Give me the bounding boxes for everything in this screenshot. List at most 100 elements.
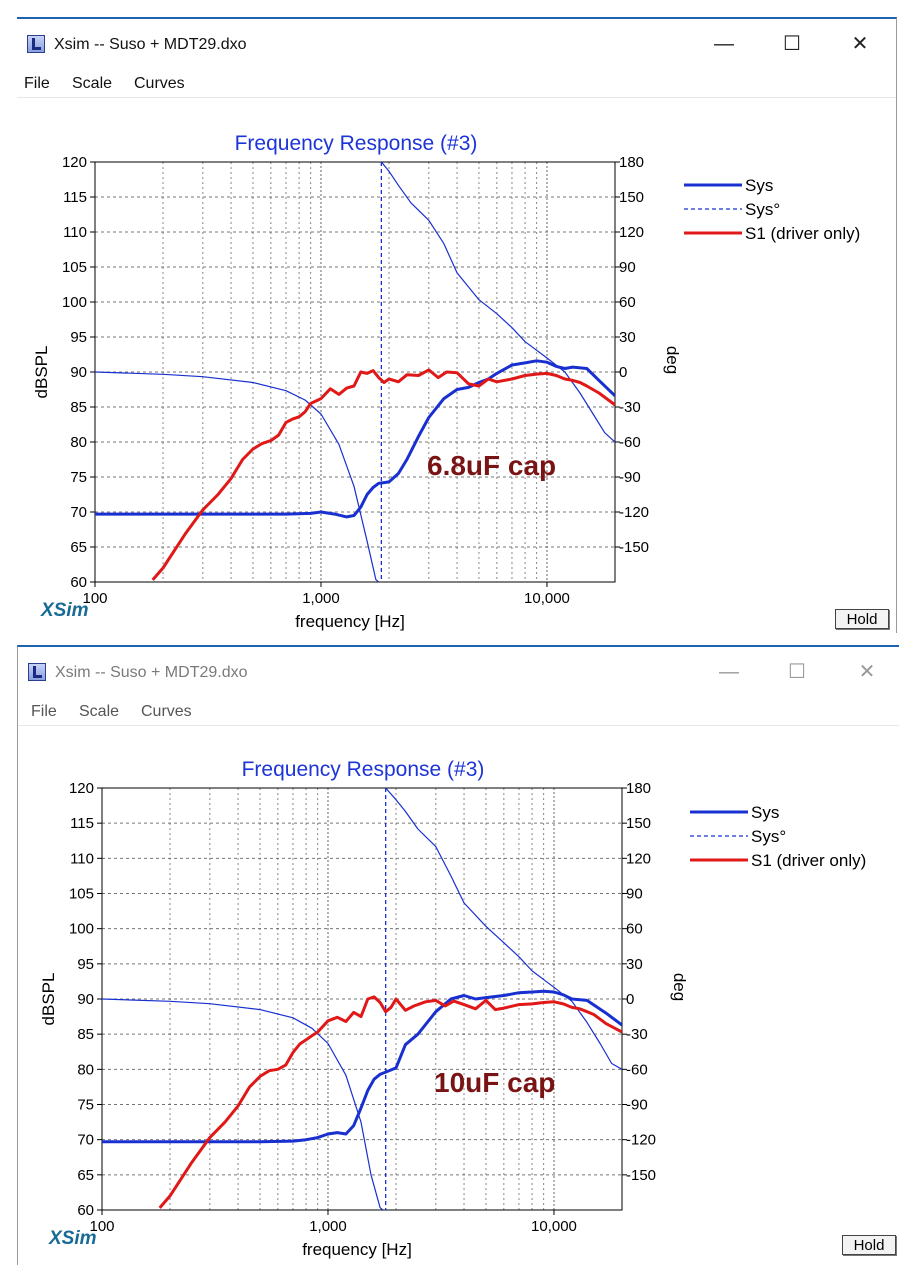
- y-tick-label: 110: [70, 850, 94, 867]
- y2-axis-label: deg: [670, 973, 689, 1001]
- y-tick-label: 100: [69, 921, 94, 938]
- y2-tick-label: 90: [626, 886, 643, 903]
- y2-tick-label: -30: [619, 399, 641, 416]
- series-line-s1: [158, 995, 622, 1209]
- y2-tick-label: 30: [619, 329, 636, 346]
- legend-label: S1 (driver only): [751, 851, 866, 870]
- legend-label: Sys: [745, 176, 773, 195]
- y-tick-label: 95: [77, 956, 94, 973]
- xsim-window-top: Xsim -- Suso + MDT29.dxo — ☐ ✕ File Scal…: [17, 17, 897, 633]
- legend-label: S1 (driver only): [745, 224, 860, 243]
- title-bar[interactable]: Xsim -- Suso + MDT29.dxo — ☐ ✕: [17, 19, 896, 69]
- y2-tick-label: 0: [619, 364, 627, 381]
- xsim-logo: XSim: [41, 600, 89, 621]
- series-line-sys: [95, 359, 615, 519]
- y2-tick-label: -60: [626, 1061, 648, 1078]
- series-layer: [102, 788, 622, 1210]
- series-line-sys-phase: [380, 162, 615, 443]
- y2-tick-label: 120: [619, 224, 644, 241]
- x-axis-label: frequency [Hz]: [302, 1240, 412, 1259]
- window-title: Xsim -- Suso + MDT29.dxo: [54, 36, 247, 53]
- y2-tick-label: 90: [619, 259, 636, 276]
- series-line-sys-phase: [95, 371, 380, 582]
- legend: Sys Sys° S1 (driver only): [684, 176, 860, 243]
- y-tick-label: 80: [70, 434, 87, 451]
- y2-axis-label: deg: [663, 346, 682, 374]
- maximize-icon[interactable]: ☐: [783, 33, 801, 55]
- y2-tick-label: 0: [626, 991, 634, 1008]
- y2-tick-label: -60: [619, 434, 641, 451]
- y-tick-label: 65: [70, 539, 87, 556]
- x-tick-label: 1,000: [309, 1218, 347, 1235]
- legend-label: Sys: [751, 803, 779, 822]
- y-tick-label: 115: [70, 815, 94, 832]
- title-bar[interactable]: Xsim -- Suso + MDT29.dxo — ☐ ✕: [18, 647, 899, 697]
- cap-annotation: 6.8uF cap: [427, 450, 556, 481]
- legend-label: Sys°: [745, 200, 780, 219]
- y-tick-label: 85: [70, 399, 87, 416]
- x-tick-label: 10,000: [524, 590, 570, 607]
- y-tick-label: 90: [70, 364, 87, 381]
- frequency-response-graph[interactable]: Frequency Response (#3) 60 65 70 75 80 85 90 95 1…: [18, 727, 898, 1267]
- y2-tick-label: -150: [619, 539, 649, 556]
- y2-tick-label: 60: [619, 294, 636, 311]
- minimize-icon[interactable]: —: [719, 661, 739, 683]
- menu-bar: File Scale Curves: [17, 71, 896, 98]
- y-tick-label: 100: [62, 294, 87, 311]
- graph-area: Frequency Response (#3) 60 65 70 75 80 85 90 95 1…: [17, 99, 896, 633]
- xsim-app-icon[interactable]: [27, 35, 45, 53]
- y-axis-label: dBSPL: [39, 973, 58, 1026]
- minimize-icon[interactable]: —: [714, 33, 734, 55]
- menu-file[interactable]: File: [31, 703, 57, 720]
- xsim-window-bottom: Xsim -- Suso + MDT29.dxo — ☐ ✕ File Scal…: [17, 645, 899, 1265]
- chart-title: Frequency Response (#3): [235, 132, 478, 155]
- frequency-response-graph[interactable]: Frequency Response (#3) 60 65 70 75 80 85 90 95 1…: [17, 99, 897, 639]
- menu-curves[interactable]: Curves: [134, 75, 185, 92]
- y2-tick-label: 120: [626, 850, 651, 867]
- y2-tick-label: 150: [626, 815, 651, 832]
- hold-button[interactable]: Hold: [835, 609, 889, 629]
- grid-lines: [102, 788, 622, 1210]
- y2-tick-label: -120: [619, 504, 649, 521]
- y2-tick-label: -90: [619, 469, 641, 486]
- y-tick-label: 120: [69, 780, 94, 797]
- menu-file[interactable]: File: [24, 75, 50, 92]
- y-tick-label: 120: [62, 154, 87, 171]
- maximize-icon[interactable]: ☐: [788, 661, 806, 683]
- y-tick-label: 60: [77, 1202, 94, 1219]
- close-icon[interactable]: ✕: [851, 33, 869, 55]
- series-line-sys: [102, 989, 622, 1144]
- window-title: Xsim -- Suso + MDT29.dxo: [55, 664, 248, 681]
- menu-curves[interactable]: Curves: [141, 703, 192, 720]
- y2-tick-label: -120: [626, 1132, 656, 1149]
- menu-scale[interactable]: Scale: [79, 703, 120, 720]
- x-axis-label: frequency [Hz]: [295, 612, 405, 631]
- graph-area: Frequency Response (#3) 60 65 70 75 80 85 90 95 1…: [18, 727, 899, 1265]
- y-tick-label: 60: [70, 574, 87, 591]
- y-tick-label: 75: [77, 1097, 94, 1114]
- y-tick-label: 80: [77, 1061, 94, 1078]
- y-tick-label: 90: [77, 991, 94, 1008]
- x-tick-label: 100: [82, 590, 107, 607]
- y2-tick-label: 60: [626, 921, 643, 938]
- legend: Sys Sys° S1 (driver only): [690, 803, 866, 870]
- menu-scale[interactable]: Scale: [72, 75, 113, 92]
- y2-tick-label: 30: [626, 956, 643, 973]
- y-tick-label: 110: [63, 224, 87, 241]
- y-tick-label: 70: [77, 1132, 94, 1149]
- y2-tick-label: 180: [626, 780, 651, 797]
- series-layer: [95, 162, 615, 582]
- y-tick-label: 70: [70, 504, 87, 521]
- xsim-app-icon[interactable]: [28, 663, 46, 681]
- close-icon[interactable]: ✕: [858, 661, 876, 683]
- x-tick-label: 100: [89, 1218, 114, 1235]
- series-line-sys-phase: [385, 788, 622, 1070]
- y-tick-label: 105: [69, 886, 94, 903]
- legend-label: Sys°: [751, 827, 786, 846]
- chart-title: Frequency Response (#3): [242, 758, 485, 781]
- menu-bar: File Scale Curves: [18, 699, 899, 726]
- y2-tick-label: -90: [626, 1097, 648, 1114]
- series-line-s1: [151, 368, 615, 581]
- hold-button[interactable]: Hold: [842, 1235, 896, 1255]
- y-tick-label: 85: [77, 1026, 94, 1043]
